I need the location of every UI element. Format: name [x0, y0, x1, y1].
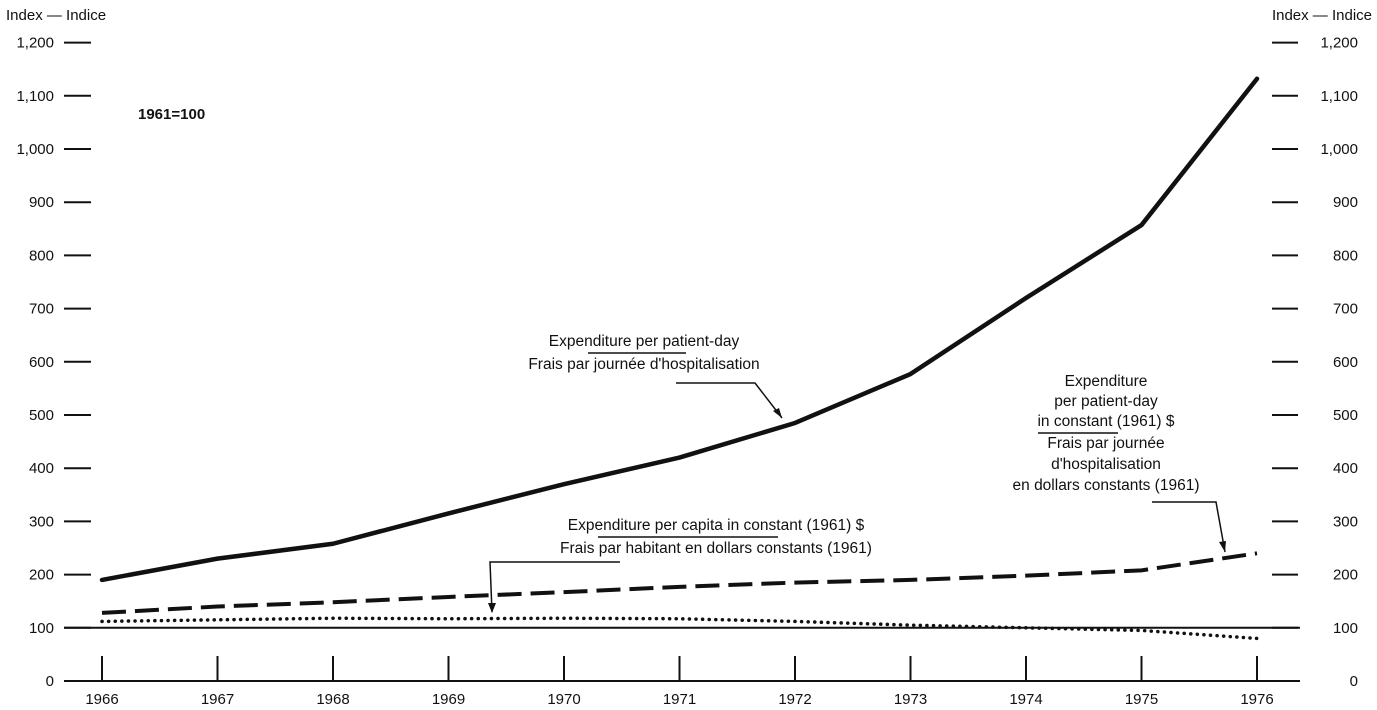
- x-tick-label: 1966: [85, 691, 118, 708]
- x-tick-label: 1967: [201, 691, 234, 708]
- right-axis-title: Index — Indice: [1272, 7, 1372, 24]
- y-tick-label-left: 100: [29, 620, 54, 637]
- annotation-per-capita-line-2: Frais par habitant en dollars constants …: [560, 540, 872, 557]
- leader-line-per-capita: [489, 561, 620, 613]
- arrowhead-patient-day: [773, 408, 782, 418]
- y-tick-label-left: 1,100: [16, 88, 54, 105]
- y-tick-label-right: 600: [1333, 354, 1358, 371]
- y-tick-label-left: 900: [29, 194, 54, 211]
- series-line-patient-day-constant: [101, 551, 1258, 615]
- annotation-constant-line-2: per patient-day: [1054, 393, 1158, 410]
- x-tick-label: 1973: [894, 691, 927, 708]
- x-tick-label: 1970: [547, 691, 580, 708]
- y-tick-label-right: 0: [1350, 673, 1358, 690]
- y-tick-label-right: 500: [1333, 407, 1358, 424]
- annotation-patient-day-line-2: Frais par journée d'hospitalisation: [528, 356, 759, 373]
- annotations: Expenditure per patient-day Frais par jo…: [488, 333, 1226, 613]
- y-tick-label-left: 1,000: [16, 141, 54, 158]
- y-tick-label-right: 100: [1333, 620, 1358, 637]
- y-tick-label-left: 300: [29, 513, 54, 530]
- x-tick-label: 1975: [1125, 691, 1158, 708]
- y-tick-label-right: 300: [1333, 513, 1358, 530]
- y-tick-label-right: 1,000: [1320, 141, 1358, 158]
- y-tick-label-left: 400: [29, 460, 54, 477]
- left-axis-title: Index — Indice: [6, 7, 106, 24]
- y-tick-label-right: 700: [1333, 301, 1358, 318]
- annotation-per-capita-line-1: Expenditure per capita in constant (1961…: [568, 517, 865, 534]
- annotation-patient-day-line-1: Expenditure per patient-day: [549, 333, 740, 350]
- x-tick-label: 1971: [663, 691, 696, 708]
- annotation-constant-line-5: d'hospitalisation: [1051, 456, 1161, 473]
- y-tick-label-left: 200: [29, 567, 54, 584]
- y-tick-label-left: 1,200: [16, 35, 54, 52]
- y-tick-label-right: 1,100: [1320, 88, 1358, 105]
- x-tick-label: 1976: [1240, 691, 1273, 708]
- annotation-constant-line-1: Expenditure: [1065, 373, 1148, 390]
- y-ticks: 0 0 100 100 200 200 300 300 400 400 500 500 600 600 70…: [16, 35, 1358, 690]
- leader-line-constant: [1152, 501, 1226, 553]
- y-tick-label-right: 1,200: [1320, 35, 1358, 52]
- annotation-constant-line-3: in constant (1961) $: [1037, 413, 1174, 430]
- y-tick-label-left: 600: [29, 354, 54, 371]
- y-tick-label-left: 800: [29, 247, 54, 264]
- arrowhead-constant: [1219, 541, 1226, 552]
- annotation-constant-line-4: Frais par journée: [1047, 435, 1164, 452]
- x-tick-label: 1972: [778, 691, 811, 708]
- y-tick-label-left: 500: [29, 407, 54, 424]
- y-tick-label-left: 0: [46, 673, 54, 690]
- series-line-per-capita-constant: [100, 616, 1259, 641]
- arrowhead-per-capita: [488, 603, 496, 613]
- y-tick-label-right: 400: [1333, 460, 1358, 477]
- leader-line-patient-day: [676, 382, 783, 419]
- x-tick-label: 1969: [432, 691, 465, 708]
- series-lines: [99, 76, 1260, 641]
- x-tick-label: 1974: [1009, 691, 1042, 708]
- y-tick-label-right: 900: [1333, 194, 1358, 211]
- y-tick-label-right: 200: [1333, 567, 1358, 584]
- x-tick-label: 1968: [316, 691, 349, 708]
- x-ticks: 1966 1967 1968 1969 1970 1971 1972 1973 1974 1975…: [85, 656, 1274, 708]
- y-tick-label-right: 800: [1333, 247, 1358, 264]
- annotation-constant-line-6: en dollars constants (1961): [1013, 477, 1200, 494]
- series-line-patient-day: [99, 76, 1260, 583]
- base-year-note: 1961=100: [138, 106, 205, 123]
- y-tick-label-left: 700: [29, 301, 54, 318]
